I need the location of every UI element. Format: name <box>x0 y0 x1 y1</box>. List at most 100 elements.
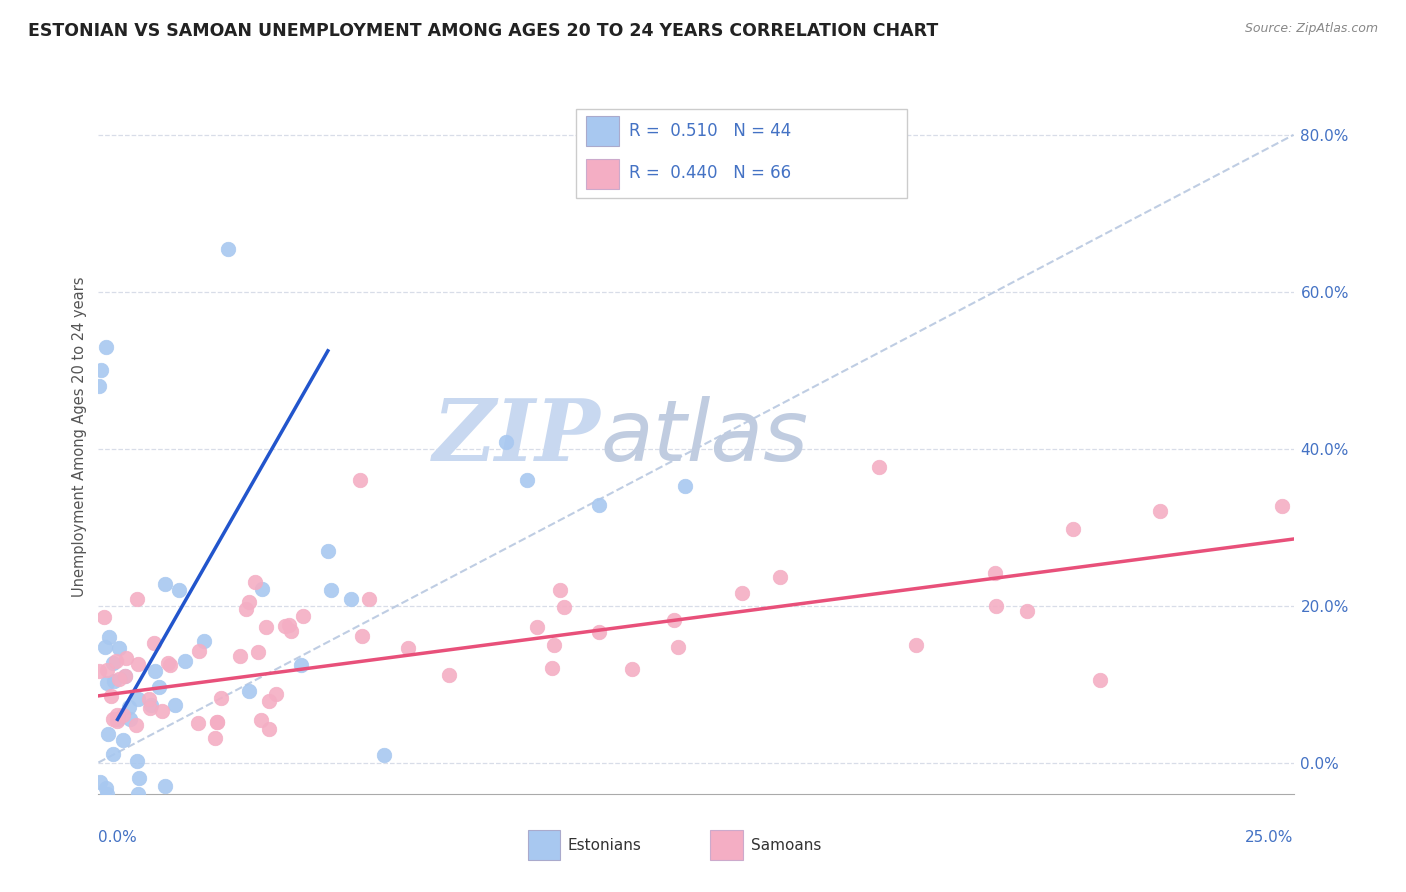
Bar <box>586 159 620 189</box>
Point <box>254 620 277 634</box>
Point <box>127 691 149 706</box>
Point <box>87 665 110 679</box>
Point <box>1015 604 1038 618</box>
Point <box>89 379 111 393</box>
Point <box>543 638 565 652</box>
Point <box>118 699 141 714</box>
Point <box>125 754 148 768</box>
Point <box>120 712 142 726</box>
Point <box>108 672 131 686</box>
Point <box>204 731 226 746</box>
Point <box>94 640 117 654</box>
Point <box>127 591 149 606</box>
Point <box>1062 522 1084 536</box>
Bar <box>586 116 620 146</box>
Point <box>148 681 170 695</box>
Point <box>291 609 314 624</box>
Text: ZIP: ZIP <box>433 395 600 479</box>
Point <box>290 658 312 673</box>
Point <box>150 704 173 718</box>
Point <box>111 707 134 722</box>
Point <box>730 585 752 599</box>
Point <box>89 774 111 789</box>
Point <box>274 619 297 633</box>
Point <box>205 715 228 730</box>
Point <box>280 624 302 638</box>
Point <box>174 654 197 668</box>
Point <box>103 712 125 726</box>
Point <box>107 640 129 655</box>
Point <box>359 592 381 607</box>
Point <box>398 640 420 655</box>
Point <box>1271 499 1294 513</box>
Point <box>143 636 166 650</box>
Point <box>165 698 187 712</box>
Point <box>125 718 148 732</box>
Point <box>541 661 564 675</box>
Point <box>516 474 538 488</box>
Point <box>264 687 287 701</box>
Point <box>127 787 149 801</box>
Point <box>495 435 517 450</box>
Point <box>319 582 342 597</box>
Point <box>143 665 166 679</box>
Point <box>316 543 339 558</box>
Point <box>662 613 685 627</box>
Text: R =  0.510   N = 44: R = 0.510 N = 44 <box>630 122 792 140</box>
Point <box>526 620 548 634</box>
Point <box>107 712 129 726</box>
Point <box>115 651 138 665</box>
Point <box>141 698 163 712</box>
Point <box>103 673 125 688</box>
Point <box>157 657 180 671</box>
Text: R =  0.440   N = 66: R = 0.440 N = 66 <box>630 164 792 182</box>
Point <box>127 657 149 671</box>
Point <box>238 595 260 609</box>
Point <box>90 363 112 377</box>
Point <box>905 638 928 652</box>
Text: Estonians: Estonians <box>568 838 641 853</box>
Point <box>103 656 125 670</box>
Point <box>205 714 228 729</box>
Point <box>257 693 280 707</box>
Point <box>138 701 160 715</box>
Point <box>193 634 215 648</box>
Point <box>437 667 460 681</box>
Point <box>1149 504 1171 518</box>
Point <box>277 617 299 632</box>
Point <box>105 708 128 723</box>
Point <box>153 577 176 591</box>
Point <box>983 566 1005 580</box>
Point <box>339 591 361 606</box>
Point <box>97 727 120 741</box>
Point <box>621 663 644 677</box>
Text: ESTONIAN VS SAMOAN UNEMPLOYMENT AMONG AGES 20 TO 24 YEARS CORRELATION CHART: ESTONIAN VS SAMOAN UNEMPLOYMENT AMONG AG… <box>28 22 938 40</box>
Point <box>97 630 120 644</box>
Point <box>257 722 280 736</box>
Point <box>588 498 610 512</box>
Point <box>666 640 689 654</box>
Point <box>243 575 266 590</box>
Point <box>96 787 118 801</box>
Point <box>373 747 395 762</box>
Point <box>217 242 239 256</box>
Point <box>209 690 232 705</box>
Point <box>100 690 122 704</box>
Point <box>673 479 696 493</box>
Point <box>128 771 150 785</box>
Point <box>984 599 1007 613</box>
Point <box>138 692 160 706</box>
Point <box>93 609 115 624</box>
Y-axis label: Unemployment Among Ages 20 to 24 years: Unemployment Among Ages 20 to 24 years <box>72 277 87 598</box>
Text: 25.0%: 25.0% <box>1246 830 1294 845</box>
Point <box>159 658 181 673</box>
Point <box>352 629 374 643</box>
Point <box>114 669 136 683</box>
Point <box>229 648 252 663</box>
Point <box>103 747 125 761</box>
Point <box>252 582 274 597</box>
Point <box>96 675 118 690</box>
Point <box>553 599 575 614</box>
Text: atlas: atlas <box>600 395 808 479</box>
Text: 0.0%: 0.0% <box>98 830 138 845</box>
